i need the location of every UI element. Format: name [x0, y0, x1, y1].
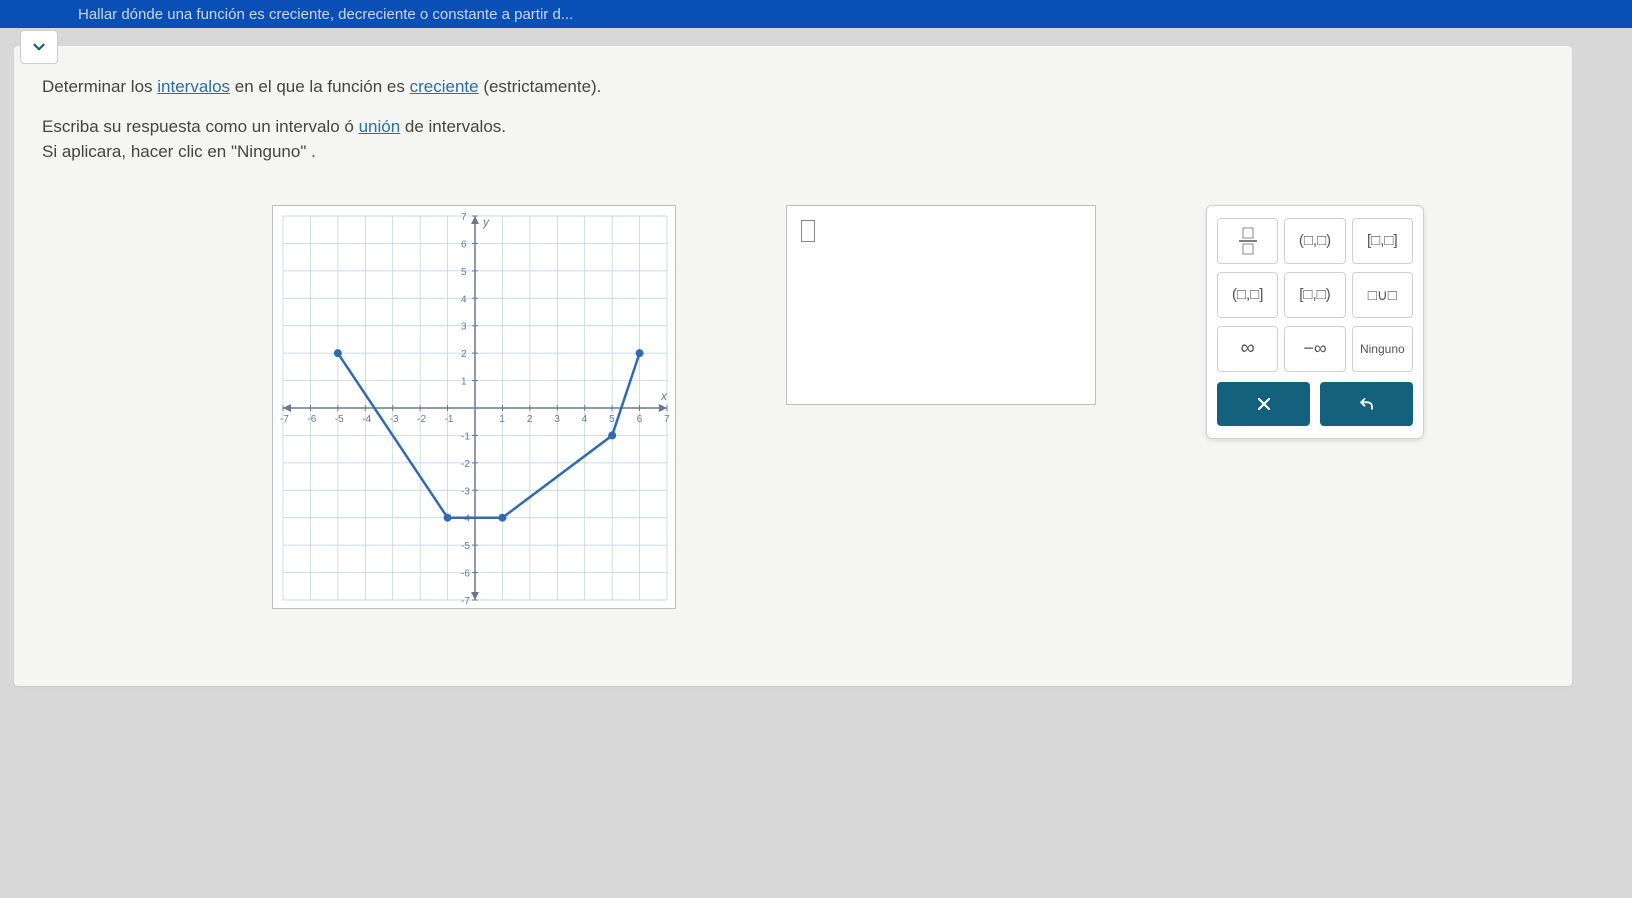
svg-text:1: 1 [461, 376, 467, 387]
svg-text:-2: -2 [461, 458, 470, 469]
svg-text:-4: -4 [362, 414, 371, 425]
svg-text:2: 2 [461, 349, 467, 360]
question-card: Determinar los intervalos en el que la f… [14, 46, 1572, 686]
key-ninguno[interactable]: Ninguno [1352, 326, 1413, 372]
question-text: Determinar los intervalos en el que la f… [42, 74, 1544, 165]
text-fragment: Si aplicara, hacer clic en "Ninguno" . [42, 142, 316, 161]
link-union[interactable]: unión [359, 117, 401, 136]
svg-text:5: 5 [609, 414, 615, 425]
key-closed-closed[interactable]: [□,□] [1352, 218, 1413, 264]
undo-button[interactable] [1320, 382, 1413, 426]
fraction-icon [1236, 226, 1260, 256]
key-fraction[interactable] [1217, 218, 1278, 264]
svg-text:-7: -7 [280, 414, 289, 425]
svg-text:-6: -6 [461, 568, 470, 579]
work-area: -7 -6 -5 -4 -3 -2 -1 1 2 3 4 5 6 7 -7 -6 -5 -4 -3 -2 -1 1 2 3 4 5… [42, 205, 1544, 609]
svg-text:6: 6 [461, 239, 467, 250]
link-intervalos[interactable]: intervalos [157, 77, 230, 96]
clear-button[interactable] [1217, 382, 1310, 426]
svg-text:-3: -3 [461, 486, 470, 497]
svg-text:-5: -5 [461, 541, 470, 552]
assignment-title: Hallar dónde una función es creciente, d… [78, 6, 573, 23]
graph-svg: -7 -6 -5 -4 -3 -2 -1 1 2 3 4 5 6 7 -7 -6 -5 -4 -3 -2 -1 1 2 3 4 5… [273, 206, 677, 610]
key-open-open[interactable]: (□,□) [1284, 218, 1345, 264]
assignment-header: Hallar dónde una función es creciente, d… [0, 0, 1632, 28]
svg-text:5: 5 [461, 266, 467, 277]
collapse-toggle[interactable] [20, 30, 58, 64]
key-closed-open[interactable]: [□,□) [1284, 272, 1345, 318]
undo-icon [1357, 394, 1377, 414]
svg-text:-1: -1 [461, 431, 470, 442]
text-fragment: Determinar los [42, 77, 157, 96]
svg-text:-3: -3 [390, 414, 399, 425]
svg-text:-4: -4 [461, 513, 470, 524]
text-fragment: de intervalos. [400, 117, 506, 136]
question-line-2: Escriba su respuesta como un intervalo ó… [42, 114, 1544, 165]
chevron-down-icon [30, 38, 48, 56]
svg-text:1: 1 [499, 414, 505, 425]
answer-input[interactable] [786, 205, 1096, 405]
svg-text:x: x [660, 389, 668, 403]
svg-text:7: 7 [461, 212, 467, 223]
svg-text:4: 4 [461, 294, 467, 305]
svg-text:2: 2 [527, 414, 533, 425]
answer-cursor [801, 220, 815, 242]
svg-text:3: 3 [554, 414, 560, 425]
key-open-closed[interactable]: (□,□] [1217, 272, 1278, 318]
text-fragment: Escriba su respuesta como un intervalo ó [42, 117, 359, 136]
math-keypad: (□,□) [□,□] (□,□] [□,□) □∪□ ∞ −∞ Ninguno [1206, 205, 1424, 439]
svg-text:7: 7 [664, 414, 670, 425]
svg-text:4: 4 [582, 414, 588, 425]
text-fragment: en el que la función es [230, 77, 410, 96]
x-icon [1254, 394, 1274, 414]
svg-text:y: y [482, 215, 490, 229]
svg-text:3: 3 [461, 321, 467, 332]
svg-text:-2: -2 [417, 414, 426, 425]
key-neg-infinity[interactable]: −∞ [1284, 326, 1345, 372]
svg-text:-7: -7 [461, 596, 470, 607]
svg-text:-6: -6 [307, 414, 316, 425]
svg-text:6: 6 [637, 414, 643, 425]
key-union[interactable]: □∪□ [1352, 272, 1413, 318]
link-creciente[interactable]: creciente [410, 77, 479, 96]
function-graph: -7 -6 -5 -4 -3 -2 -1 1 2 3 4 5 6 7 -7 -6 -5 -4 -3 -2 -1 1 2 3 4 5… [272, 205, 676, 609]
text-fragment: (estrictamente). [479, 77, 602, 96]
key-infinity[interactable]: ∞ [1217, 326, 1278, 372]
svg-text:-1: -1 [445, 414, 454, 425]
svg-text:-5: -5 [335, 414, 344, 425]
question-line-1: Determinar los intervalos en el que la f… [42, 74, 1544, 100]
